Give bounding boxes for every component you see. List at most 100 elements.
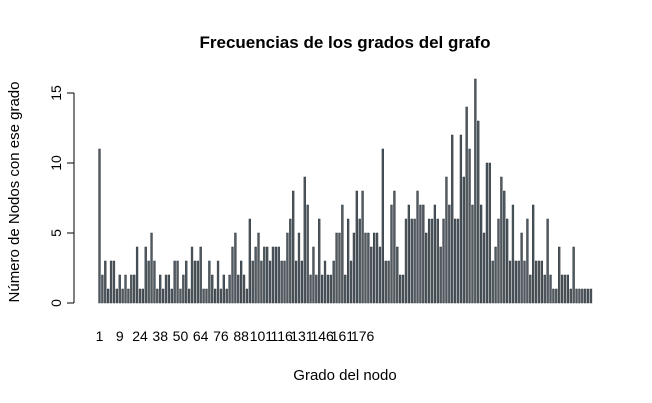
x-tick-label: 101 xyxy=(250,328,274,344)
bar xyxy=(335,232,338,304)
x-tick-label: 9 xyxy=(116,328,124,344)
bar xyxy=(124,274,127,304)
x-tick-label: 116 xyxy=(270,328,293,344)
bar xyxy=(208,260,211,304)
bar xyxy=(523,260,526,304)
bar xyxy=(187,288,191,304)
bar xyxy=(407,204,410,304)
bar xyxy=(315,274,318,304)
bar xyxy=(193,260,197,304)
x-tick-label: 64 xyxy=(193,328,209,344)
bar xyxy=(318,218,321,304)
bar xyxy=(167,274,171,304)
bar xyxy=(133,274,136,304)
bar xyxy=(529,274,532,304)
bar xyxy=(508,260,512,304)
bar xyxy=(228,274,231,304)
bar xyxy=(479,204,483,304)
bar xyxy=(589,288,593,304)
bar xyxy=(586,288,590,304)
bar xyxy=(234,232,237,304)
bar xyxy=(185,260,188,304)
x-tick-label: 24 xyxy=(132,328,148,344)
bar xyxy=(283,260,286,304)
bar xyxy=(242,274,246,304)
bar xyxy=(329,274,332,304)
bar xyxy=(219,288,223,304)
bar xyxy=(384,260,387,304)
bar xyxy=(517,260,520,304)
bar xyxy=(109,260,113,304)
bar xyxy=(537,260,541,304)
bar xyxy=(448,204,451,304)
bar xyxy=(442,218,445,304)
bar xyxy=(534,260,538,304)
bar xyxy=(459,134,463,304)
bar xyxy=(173,260,176,304)
bar xyxy=(254,246,257,304)
bar xyxy=(286,232,289,304)
bar xyxy=(503,190,506,304)
bar xyxy=(477,120,480,304)
bar xyxy=(482,232,486,304)
bar xyxy=(540,260,543,304)
x-tick-label: 161 xyxy=(331,328,355,344)
bar xyxy=(549,274,552,304)
bar xyxy=(491,260,494,304)
bar xyxy=(112,260,116,304)
bar xyxy=(526,218,529,304)
y-tick-label: 10 xyxy=(48,155,64,171)
bar xyxy=(135,246,139,304)
bar xyxy=(196,260,199,304)
bar xyxy=(370,246,373,304)
bar xyxy=(323,260,327,304)
bar xyxy=(251,260,254,304)
bar xyxy=(393,190,396,304)
bar xyxy=(332,260,335,304)
bar xyxy=(338,232,341,304)
bar xyxy=(430,218,434,304)
bar xyxy=(474,78,477,304)
y-tick-label: 15 xyxy=(48,85,64,101)
bar xyxy=(497,218,500,304)
bar xyxy=(101,274,104,304)
bar xyxy=(436,218,439,304)
bar xyxy=(118,274,121,304)
bar xyxy=(346,218,350,304)
bar xyxy=(471,204,474,304)
y-axis-title: Número de Nodos con ese grado xyxy=(6,82,23,303)
bar xyxy=(257,232,260,304)
bar xyxy=(361,190,364,304)
bar xyxy=(485,162,489,304)
bar xyxy=(231,246,234,304)
bar xyxy=(465,106,468,304)
bar xyxy=(433,204,437,304)
bar xyxy=(326,274,330,304)
y-axis: 0 5 10 15 xyxy=(48,85,75,307)
bar xyxy=(222,274,225,304)
bar xyxy=(546,218,549,304)
x-tick-label: 1 xyxy=(96,328,104,344)
chart-title: Frecuencias de los grados del grafo xyxy=(200,33,491,52)
bar xyxy=(439,246,442,304)
bar xyxy=(468,148,471,304)
bar xyxy=(410,218,413,304)
bar xyxy=(413,218,416,304)
bar xyxy=(245,288,249,304)
bar xyxy=(312,246,315,304)
bar xyxy=(147,260,150,304)
bar xyxy=(514,260,517,304)
bar xyxy=(572,246,575,304)
bar xyxy=(190,246,194,304)
bar xyxy=(581,288,584,304)
bar xyxy=(373,232,376,304)
bar xyxy=(248,218,251,304)
bar xyxy=(364,232,367,304)
bar xyxy=(280,260,283,304)
bar xyxy=(104,260,107,304)
bar xyxy=(399,274,402,304)
bar xyxy=(566,274,570,304)
bar xyxy=(506,218,509,304)
bar xyxy=(161,288,165,304)
